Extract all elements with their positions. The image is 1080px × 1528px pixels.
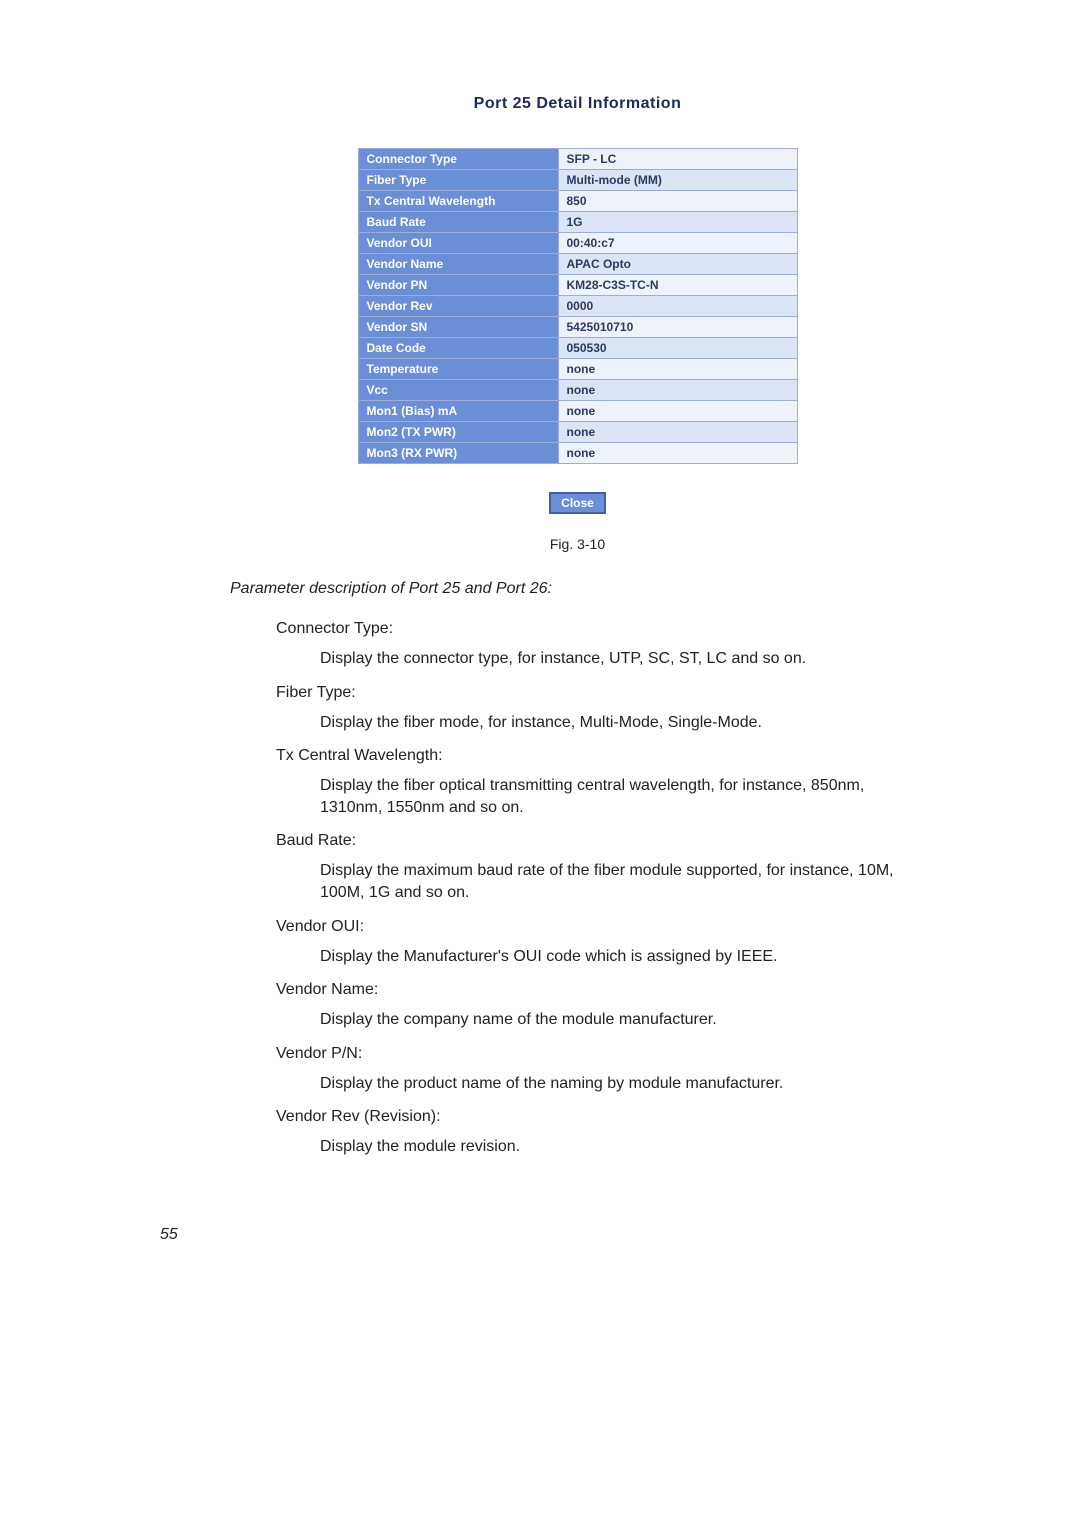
row-label: Vendor OUI (358, 233, 558, 254)
table-row: Date Code050530 (358, 338, 797, 359)
definition-text: Display the connector type, for instance… (320, 648, 895, 670)
definition-text: Display the maximum baud rate of the fib… (320, 860, 895, 903)
row-label: Vcc (358, 380, 558, 401)
row-value: 050530 (558, 338, 797, 359)
table-row: Vccnone (358, 380, 797, 401)
definition-term: Connector Type: (276, 620, 925, 638)
definition-text: Display the fiber optical transmitting c… (320, 775, 895, 818)
document-page: Port 25 Detail Information Connector Typ… (0, 0, 1080, 1324)
row-label: Vendor PN (358, 275, 558, 296)
row-label: Vendor Name (358, 254, 558, 275)
row-label: Baud Rate (358, 212, 558, 233)
row-value: 5425010710 (558, 317, 797, 338)
row-label: Vendor SN (358, 317, 558, 338)
table-row: Mon2 (TX PWR)none (358, 422, 797, 443)
definition-text: Display the module revision. (320, 1136, 895, 1158)
port-detail-tbody: Connector TypeSFP - LC Fiber TypeMulti-m… (358, 149, 797, 464)
definition-text: Display the Manufacturer's OUI code whic… (320, 946, 895, 968)
row-label: Fiber Type (358, 170, 558, 191)
definition-term: Baud Rate: (276, 832, 925, 850)
table-row: Fiber TypeMulti-mode (MM) (358, 170, 797, 191)
definition-term: Vendor P/N: (276, 1045, 925, 1063)
figure-caption: Fig. 3-10 (230, 536, 925, 552)
row-value: APAC Opto (558, 254, 797, 275)
definition-text: Display the fiber mode, for instance, Mu… (320, 712, 895, 734)
table-row: Baud Rate1G (358, 212, 797, 233)
page-title: Port 25 Detail Information (230, 95, 925, 113)
row-value: 1G (558, 212, 797, 233)
close-button-wrapper: Close (230, 492, 925, 514)
parameter-description-header: Parameter description of Port 25 and Por… (230, 580, 925, 598)
definition-term: Fiber Type: (276, 684, 925, 702)
table-row: Vendor Rev0000 (358, 296, 797, 317)
page-number: 55 (160, 1226, 925, 1244)
row-label: Mon3 (RX PWR) (358, 443, 558, 464)
definition-term: Vendor Rev (Revision): (276, 1108, 925, 1126)
row-label: Mon1 (Bias) mA (358, 401, 558, 422)
row-value: none (558, 380, 797, 401)
table-row: Temperaturenone (358, 359, 797, 380)
row-label: Vendor Rev (358, 296, 558, 317)
row-label: Tx Central Wavelength (358, 191, 558, 212)
port-detail-table: Connector TypeSFP - LC Fiber TypeMulti-m… (358, 148, 798, 464)
table-row: Mon3 (RX PWR)none (358, 443, 797, 464)
table-row: Vendor OUI00:40:c7 (358, 233, 797, 254)
table-row: Mon1 (Bias) mAnone (358, 401, 797, 422)
table-row: Connector TypeSFP - LC (358, 149, 797, 170)
row-label: Mon2 (TX PWR) (358, 422, 558, 443)
table-row: Vendor NameAPAC Opto (358, 254, 797, 275)
close-button[interactable]: Close (549, 492, 606, 514)
definition-text: Display the company name of the module m… (320, 1009, 895, 1031)
row-value: 00:40:c7 (558, 233, 797, 254)
row-value: none (558, 422, 797, 443)
row-value: SFP - LC (558, 149, 797, 170)
row-value: Multi-mode (MM) (558, 170, 797, 191)
definition-text: Display the product name of the naming b… (320, 1073, 895, 1095)
row-value: KM28-C3S-TC-N (558, 275, 797, 296)
table-row: Tx Central Wavelength850 (358, 191, 797, 212)
definition-list: Connector Type: Display the connector ty… (230, 620, 925, 1158)
row-value: none (558, 401, 797, 422)
table-row: Vendor SN5425010710 (358, 317, 797, 338)
row-value: none (558, 359, 797, 380)
definition-term: Vendor Name: (276, 981, 925, 999)
definition-term: Tx Central Wavelength: (276, 747, 925, 765)
row-value: 850 (558, 191, 797, 212)
row-label: Temperature (358, 359, 558, 380)
row-value: none (558, 443, 797, 464)
row-label: Connector Type (358, 149, 558, 170)
table-row: Vendor PNKM28-C3S-TC-N (358, 275, 797, 296)
row-value: 0000 (558, 296, 797, 317)
definition-term: Vendor OUI: (276, 918, 925, 936)
row-label: Date Code (358, 338, 558, 359)
